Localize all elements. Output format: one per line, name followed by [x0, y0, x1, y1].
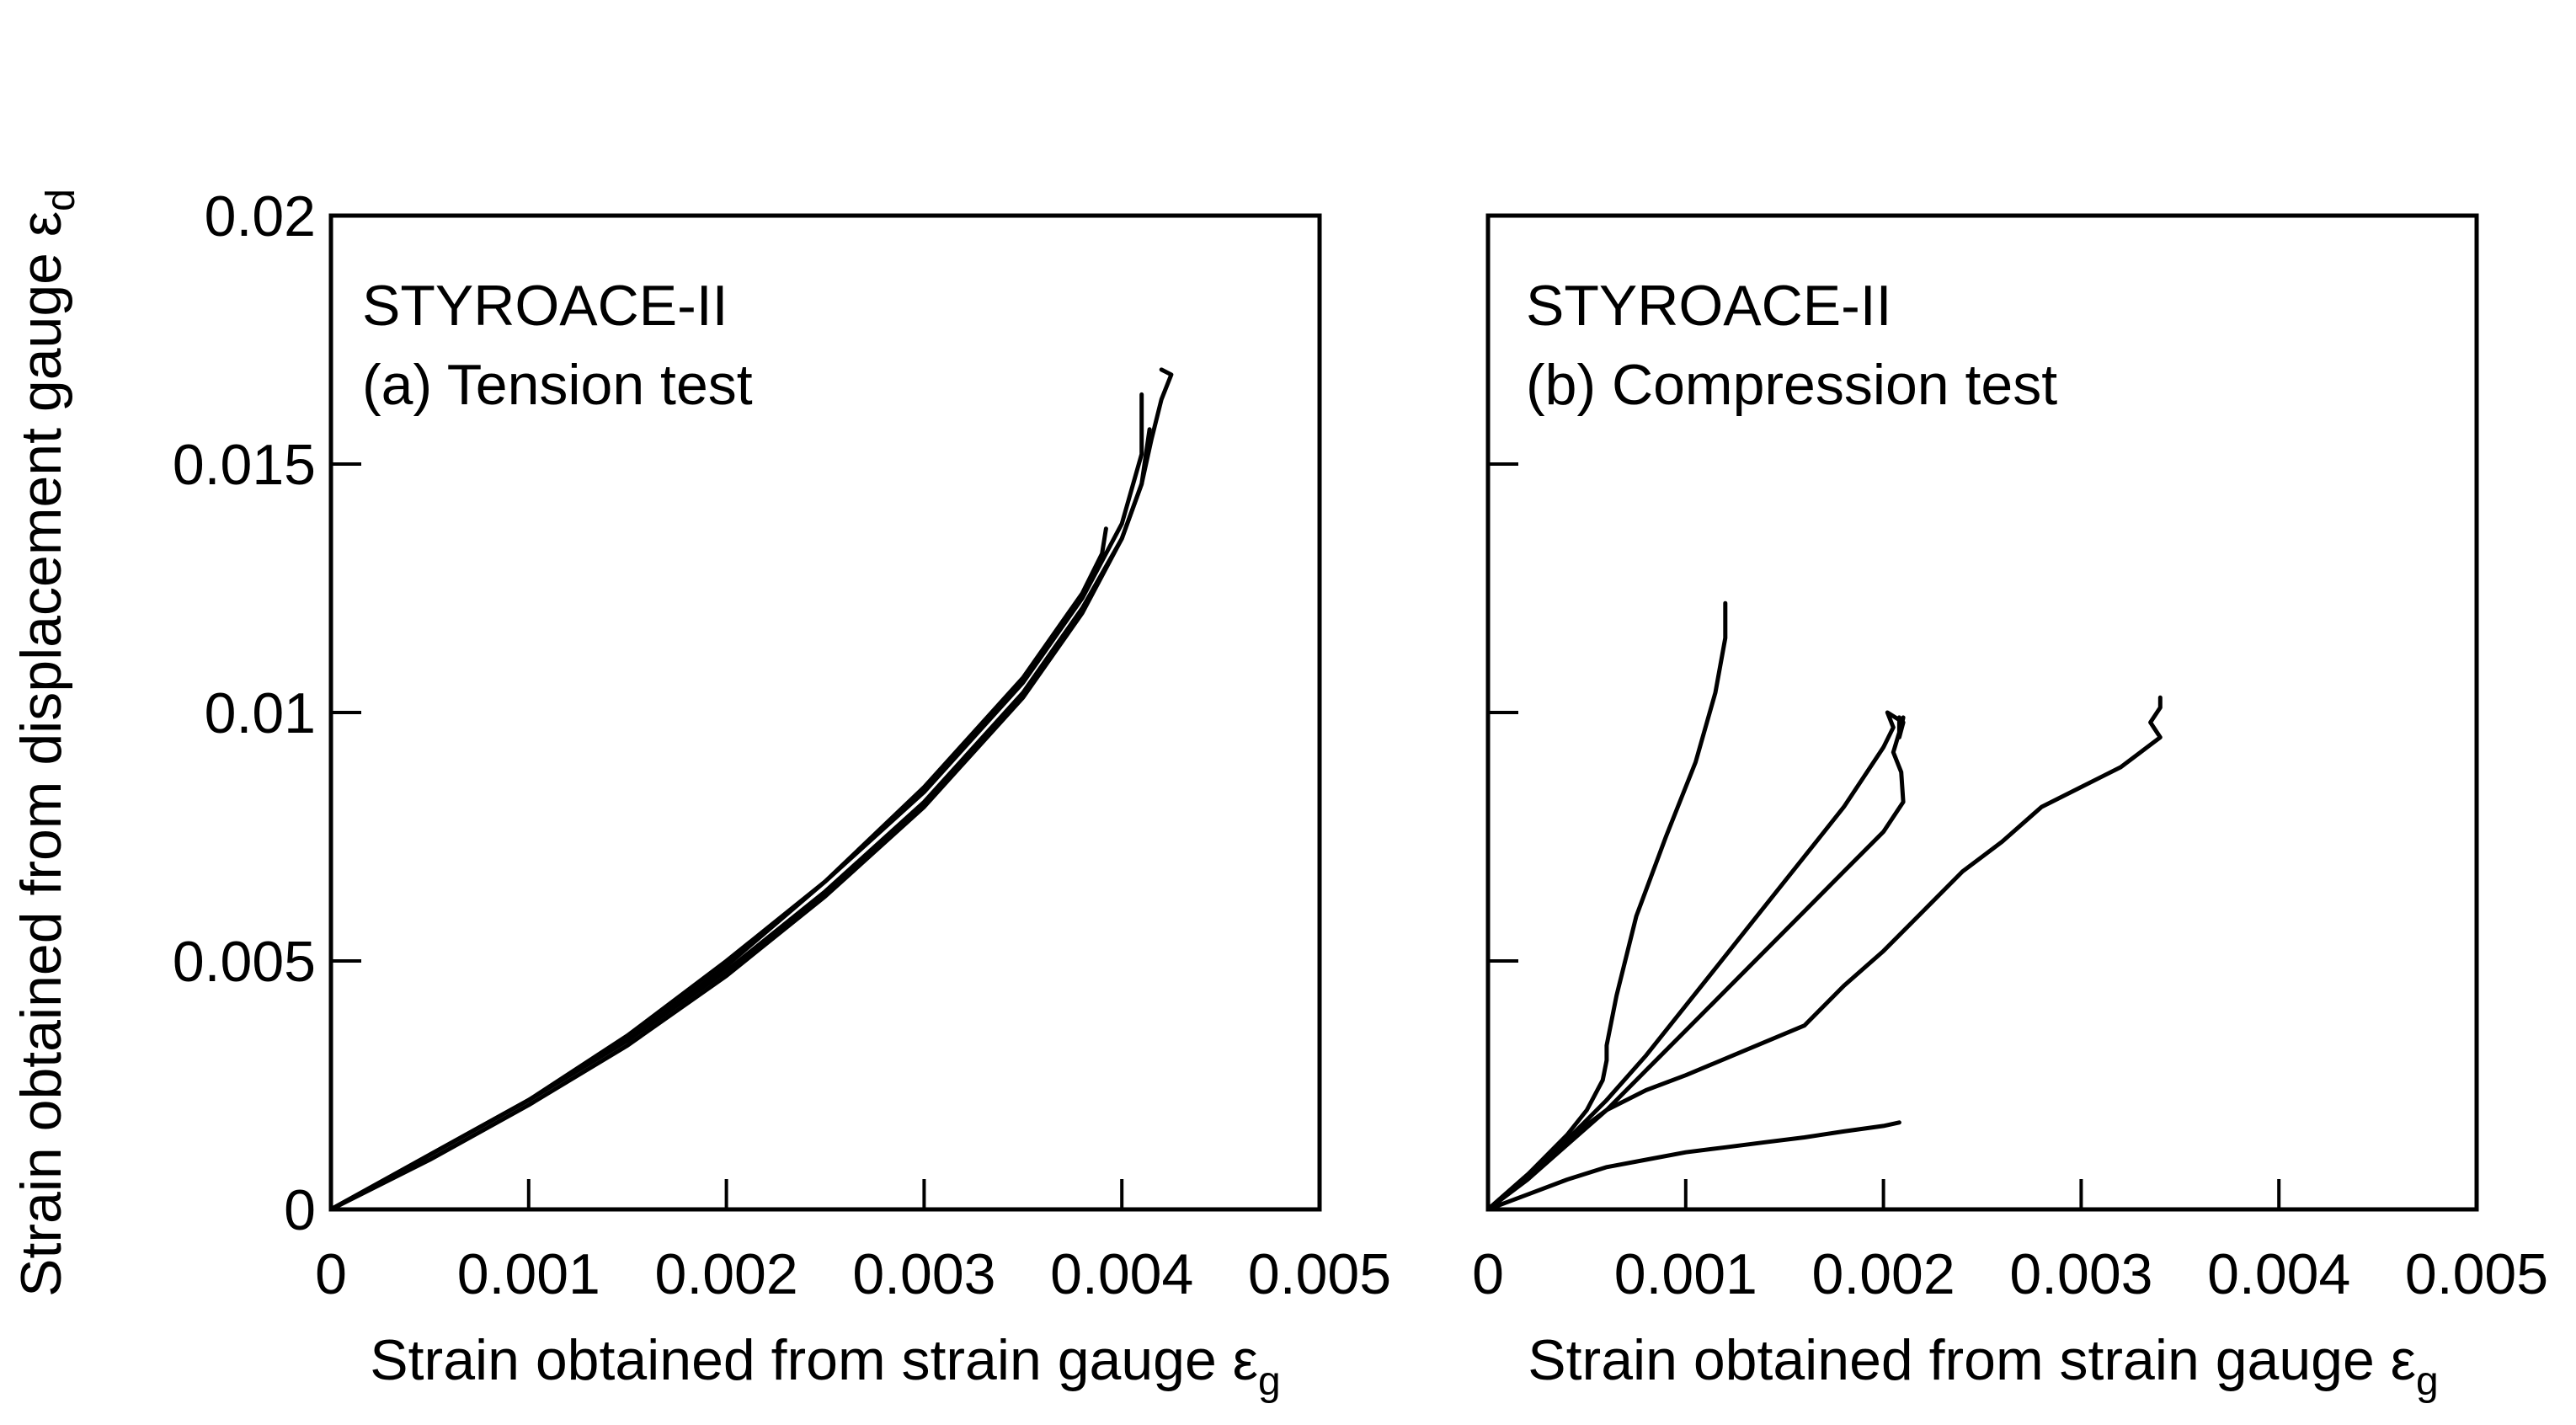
- panel-b-series-group: [1485, 600, 2163, 1212]
- panel-a-x-tick-label: 0.002: [655, 1242, 798, 1306]
- panel-b-compression: 0 0.001 0.002 0.003 0.004 0.005 STYROACE-II (…: [1472, 213, 2548, 1404]
- panel-a-x-tick-label: 0.003: [852, 1242, 995, 1306]
- panel-a-series-group: [328, 367, 1174, 1212]
- panel-a-x-axis-label: Strain obtained from strain gauge εg: [370, 1328, 1280, 1404]
- y-axis-label: Strain obtained from displacement gauge …: [9, 189, 83, 1297]
- panel-b-x-tick-label: 0.001: [1614, 1242, 1757, 1306]
- panel-a-series-specimen-4: [328, 526, 1108, 1212]
- panel-a-x-tick-label: 0.001: [457, 1242, 600, 1306]
- panel-b-x-tick-label: 0: [1472, 1242, 1504, 1306]
- panel-a-y-tick-label: 0.005: [173, 930, 316, 994]
- panel-b-series-specimen-3: [1485, 715, 1906, 1212]
- panel-b-x-tick-label: 0.003: [2009, 1242, 2152, 1306]
- panel-a-series-specimen-2: [328, 392, 1144, 1212]
- panel-a-y-tick-label: 0.01: [205, 681, 316, 745]
- panel-a-title-line2: (a) Tension test: [362, 353, 753, 417]
- panel-a-x-tick-label: 0.005: [1248, 1242, 1391, 1306]
- panel-b-series-specimen-4: [1485, 695, 2163, 1212]
- panel-b-series-specimen-1: [1485, 600, 1728, 1212]
- panel-b-x-tick-label: 0.005: [2405, 1242, 2548, 1306]
- panel-a-y-tick-label: 0.015: [173, 433, 316, 497]
- panel-a-x-tick-label: 0.004: [1050, 1242, 1193, 1306]
- panel-a-series-specimen-3: [328, 427, 1152, 1212]
- panel-a-y-tick-label: 0: [284, 1178, 316, 1242]
- panel-b-title-line1: STYROACE-II: [1526, 274, 1892, 338]
- panel-a-series-specimen-1: [328, 367, 1174, 1212]
- panel-b-x-tick-label: 0.002: [1812, 1242, 1955, 1306]
- panel-a-tension: 0 0.001 0.002 0.003 0.004 0.005 0 0.005 0.01 0.01…: [173, 184, 1391, 1404]
- panel-b-series-specimen-5: [1485, 1120, 1901, 1212]
- panel-a-y-tick-label: 0.02: [205, 184, 316, 248]
- panel-b-series-specimen-2: [1485, 710, 1906, 1212]
- panel-b-title-line2: (b) Compression test: [1526, 353, 2057, 417]
- panel-a-title-line1: STYROACE-II: [362, 274, 728, 338]
- panel-a-x-tick-label: 0: [315, 1242, 347, 1306]
- panel-b-x-axis-label: Strain obtained from strain gauge εg: [1528, 1328, 2438, 1404]
- panel-b-x-tick-label: 0.004: [2207, 1242, 2350, 1306]
